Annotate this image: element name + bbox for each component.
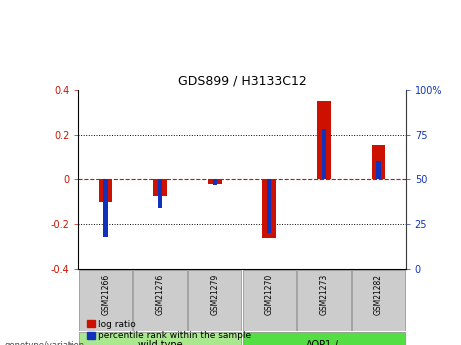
Bar: [322, 129, 326, 179]
Bar: [297, 270, 350, 331]
Bar: [134, 270, 187, 331]
Bar: [158, 179, 162, 208]
Bar: [352, 270, 405, 331]
Text: GSM21273: GSM21273: [319, 274, 328, 315]
Text: wild type: wild type: [138, 340, 183, 345]
Text: genotype/variation: genotype/variation: [5, 341, 85, 345]
Text: GSM21282: GSM21282: [374, 274, 383, 315]
Bar: [242, 270, 296, 331]
Bar: [79, 332, 242, 345]
Bar: [208, 179, 222, 184]
Bar: [79, 270, 132, 331]
Legend: log ratio, percentile rank within the sample: log ratio, percentile rank within the sa…: [88, 320, 251, 341]
Bar: [267, 179, 272, 233]
Text: GSM21279: GSM21279: [210, 274, 219, 315]
Bar: [103, 179, 108, 237]
Text: GSM21266: GSM21266: [101, 274, 110, 315]
Text: AQP1-/-: AQP1-/-: [306, 340, 342, 345]
Bar: [317, 101, 331, 179]
Bar: [376, 161, 381, 179]
Text: GSM21270: GSM21270: [265, 274, 274, 315]
Title: GDS899 / H3133C12: GDS899 / H3133C12: [177, 74, 307, 87]
Bar: [154, 179, 167, 196]
Text: ▶: ▶: [68, 340, 75, 345]
Bar: [188, 270, 242, 331]
Bar: [213, 179, 217, 185]
Bar: [262, 179, 276, 238]
Text: GSM21276: GSM21276: [156, 274, 165, 315]
Bar: [242, 332, 405, 345]
Bar: [99, 179, 112, 202]
Bar: [372, 145, 385, 179]
